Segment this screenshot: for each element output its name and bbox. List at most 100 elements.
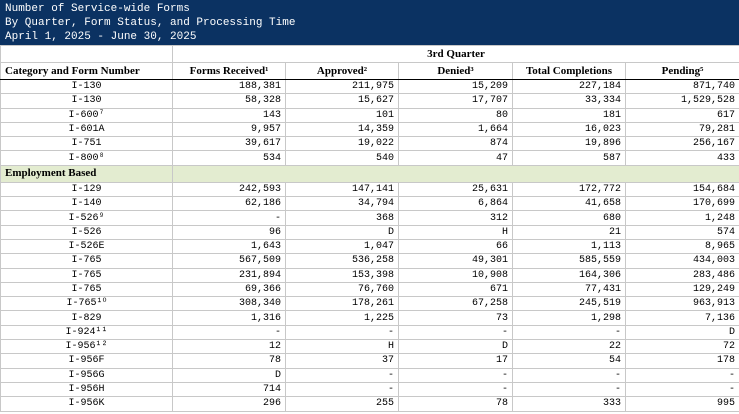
value-cell: 587 [512,150,626,166]
value-cell: 72 [624,339,739,355]
column-header: Forms Received¹ [172,62,286,80]
data-row: I-956G D - - - - [0,367,739,383]
data-row: I-765 567,509 536,258 49,301 585,559 434,003 [0,253,739,269]
value-cell: 80 [398,107,513,123]
form-number: I-765¹⁰ [0,296,173,312]
section-fill [171,164,739,183]
value-cell: - [398,324,513,341]
section-row: Employment Based [0,164,739,183]
form-number: I-526 [0,224,173,240]
value-cell: 242,593 [172,181,286,198]
value-cell: 34,794 [285,196,399,212]
value-cell: - [285,367,399,383]
value-cell: 585,559 [512,253,626,269]
value-cell: 567,509 [172,253,286,269]
column-header: Category and Form Number [0,62,173,80]
value-cell: 172,772 [512,181,626,198]
value-cell: 312 [398,210,513,226]
data-row: I-130 188,381 211,975 15,209 227,184 871,740 [0,78,739,95]
form-number: I-129 [0,181,173,198]
value-cell: 9,957 [172,121,286,138]
value-cell: 536,258 [285,253,399,269]
form-number: I-765 [0,281,173,298]
value-cell: 433 [624,150,739,166]
data-row: I-800⁸ 534 540 47 587 433 [0,150,739,166]
data-row: I-601A 9,957 14,359 1,664 16,023 79,281 [0,121,739,138]
value-cell: 283,486 [624,267,739,283]
form-number: I-956F [0,353,173,369]
report-subtitle: By Quarter, Form Status, and Processing … [5,17,296,29]
form-number: I-130 [0,78,173,95]
form-number: I-601A [0,121,173,138]
value-cell: 19,022 [285,136,399,152]
value-cell: 1,047 [285,238,399,255]
value-cell: 871,740 [624,78,739,95]
value-cell: 73 [398,310,513,326]
value-cell: 333 [512,396,626,412]
value-cell: 47 [398,150,513,166]
value-cell: 41,658 [512,196,626,212]
value-cell: 33,334 [512,93,626,109]
value-cell: - [512,324,626,341]
value-cell: 178 [624,353,739,369]
value-cell: - [398,381,513,398]
value-cell: 69,366 [172,281,286,298]
value-cell: 129,249 [624,281,739,298]
value-cell: 255 [285,396,399,412]
value-cell: 15,209 [398,78,513,95]
value-cell: 574 [624,224,739,240]
form-number: I-956G [0,367,173,383]
quarter-row: 3rd Quarter [0,45,739,63]
value-cell: D [172,367,286,383]
data-row: I-956K 296 255 78 333 995 [0,396,739,412]
value-cell: 181 [512,107,626,123]
value-cell: 227,184 [512,78,626,95]
value-cell: 995 [624,396,739,412]
value-cell: H [285,339,399,355]
value-cell: - [512,367,626,383]
value-cell: 143 [172,107,286,123]
value-cell: D [285,224,399,240]
value-cell: 153,398 [285,267,399,283]
value-cell: 96 [172,224,286,240]
form-number: I-526⁹ [0,210,173,226]
value-cell: 1,664 [398,121,513,138]
form-number: I-956H [0,381,173,398]
value-cell: 21 [512,224,626,240]
value-cell: 1,248 [624,210,739,226]
value-cell: D [624,324,739,341]
value-cell: 39,617 [172,136,286,152]
data-row: I-765¹⁰ 308,340 178,261 67,258 245,519 963,91… [0,296,739,312]
value-cell: 1,316 [172,310,286,326]
value-cell: 164,306 [512,267,626,283]
value-cell: 17 [398,353,513,369]
value-cell: 963,913 [624,296,739,312]
form-number: I-956¹² [0,339,173,355]
table-body: I-130 188,381 211,975 15,209 227,184 871,740 I… [0,78,739,412]
value-cell: 874 [398,136,513,152]
value-cell: 10,908 [398,267,513,283]
report-title: Number of Service-wide Forms [5,3,190,15]
value-cell: 25,631 [398,181,513,198]
value-cell: - [285,381,399,398]
value-cell: 231,894 [172,267,286,283]
data-table: 3rd Quarter Category and Form Number Form… [0,45,739,412]
column-header-row: Category and Form Number Forms Received¹ A… [0,62,739,80]
value-cell: 671 [398,281,513,298]
data-row: I-130 58,328 15,627 17,707 33,334 1,529,528 [0,93,739,109]
column-header: Denied³ [398,62,513,80]
value-cell: 256,167 [624,136,739,152]
value-cell: D [398,339,513,355]
data-row: I-526E 1,643 1,047 66 1,113 8,965 [0,238,739,255]
value-cell: - [398,367,513,383]
form-number: I-765 [0,253,173,269]
value-cell: 540 [285,150,399,166]
value-cell: 62,186 [172,196,286,212]
value-cell: - [624,381,739,398]
column-header: Total Completions [512,62,626,80]
value-cell: 245,519 [512,296,626,312]
form-number: I-956K [0,396,173,412]
section-label: Employment Based [0,164,173,183]
value-cell: 680 [512,210,626,226]
